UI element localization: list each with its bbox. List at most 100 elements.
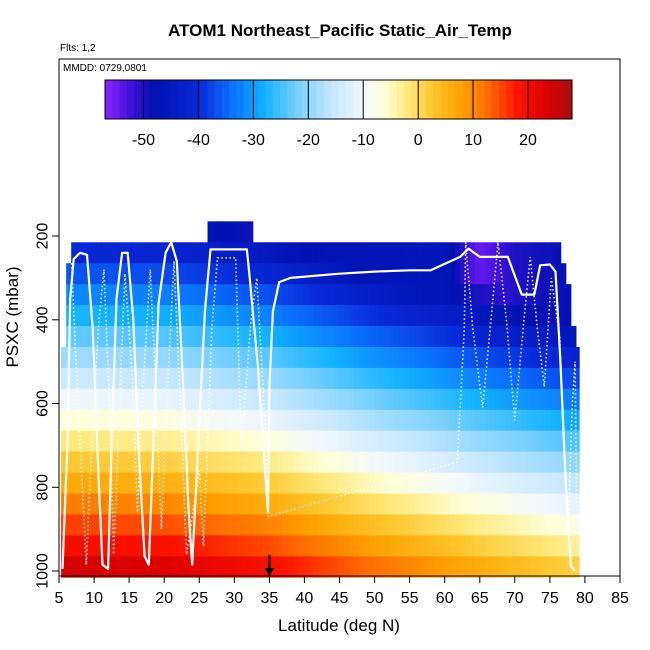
heatmap-cell: [338, 242, 345, 264]
heatmap-cell: [283, 367, 289, 390]
x-tick-label: 5: [55, 590, 64, 607]
heatmap-cell: [485, 263, 491, 285]
heatmap-cell: [338, 556, 345, 578]
heatmap-cell: [177, 493, 183, 515]
heatmap-cell: [308, 367, 314, 390]
heatmap-cell: [126, 556, 133, 578]
heatmap-cell: [247, 493, 254, 515]
heatmap-cell: [232, 556, 239, 578]
heatmap-cell: [434, 305, 441, 327]
heatmap-cell: [480, 451, 486, 473]
heatmap-cell: [263, 284, 269, 306]
heatmap-cell: [409, 388, 415, 411]
heatmap-cell: [313, 242, 319, 264]
heatmap-cell: [167, 388, 173, 411]
heatmap-cell: [404, 451, 410, 473]
heatmap-cell: [424, 263, 431, 285]
heatmap-cell: [162, 514, 168, 536]
heatmap-cell: [343, 367, 350, 390]
heatmap-cell: [475, 493, 481, 515]
heatmap-cell: [358, 367, 365, 390]
heatmap-cell: [459, 430, 466, 453]
heatmap-cell: [449, 367, 456, 390]
heatmap-cell: [374, 430, 380, 453]
heatmap-cell: [353, 305, 360, 327]
heatmap-cell: [333, 388, 340, 411]
heatmap-cell: [293, 472, 299, 494]
heatmap-cell: [515, 493, 521, 515]
colorbar-segment: [199, 80, 208, 119]
heatmap-cell: [555, 409, 562, 432]
heatmap-cell: [439, 263, 446, 285]
heatmap-cell: [247, 263, 254, 285]
heatmap-cell: [540, 430, 547, 453]
heatmap-cell: [126, 409, 133, 432]
heatmap-cell: [353, 535, 360, 557]
colorbar-segment: [105, 80, 113, 119]
heatmap-cell: [96, 242, 102, 264]
heatmap-cell: [151, 263, 158, 285]
heatmap-cell: [242, 263, 249, 285]
heatmap-cell: [394, 388, 400, 411]
heatmap-cell: [308, 242, 314, 264]
heatmap-cell: [298, 535, 304, 557]
heatmap-cell: [444, 388, 451, 411]
heatmap-cell: [510, 472, 516, 494]
heatmap-cell: [429, 284, 436, 306]
heatmap-cell: [343, 472, 350, 494]
heatmap-cell: [308, 388, 314, 411]
heatmap-cell: [535, 535, 542, 557]
heatmap-cell: [167, 493, 173, 515]
x-tick-label: 55: [401, 590, 419, 607]
heatmap-cell: [86, 367, 92, 390]
heatmap-cell: [217, 388, 224, 411]
heatmap-cell: [197, 305, 203, 327]
heatmap-cell: [419, 535, 425, 557]
heatmap-cell: [242, 409, 249, 432]
heatmap-cell: [419, 263, 425, 285]
heatmap-cell: [490, 514, 496, 536]
heatmap-cell: [237, 367, 244, 390]
heatmap-cell: [555, 242, 562, 264]
heatmap-cell: [571, 535, 577, 557]
heatmap-cell: [505, 409, 511, 432]
heatmap-cell: [444, 472, 451, 494]
heatmap-cell: [505, 514, 511, 536]
heatmap-cell: [101, 242, 107, 264]
heatmap-cell: [510, 451, 516, 473]
heatmap-cell: [172, 388, 178, 411]
heatmap-cell: [338, 388, 345, 411]
heatmap-cell: [273, 556, 279, 578]
heatmap-cell: [162, 346, 168, 369]
heatmap-cell: [101, 451, 107, 473]
heatmap-cell: [369, 472, 375, 494]
heatmap-cell: [298, 367, 304, 390]
heatmap-cell: [475, 305, 481, 327]
heatmap-cell: [323, 514, 330, 536]
heatmap-cell: [353, 514, 360, 536]
heatmap-cell: [273, 326, 279, 348]
heatmap-cell: [434, 263, 441, 285]
heatmap-cell: [510, 242, 516, 264]
heatmap-cell: [409, 326, 415, 348]
heatmap-cell: [227, 472, 234, 494]
heatmap-cell: [465, 514, 471, 536]
heatmap-cell: [394, 367, 400, 390]
heatmap-cell: [293, 305, 299, 327]
heatmap-cell: [510, 430, 516, 453]
heatmap-cell: [323, 284, 330, 306]
heatmap-cell: [379, 326, 385, 348]
heatmap-cell: [106, 305, 112, 327]
heatmap-cell: [444, 409, 451, 432]
heatmap-cell: [465, 346, 471, 369]
heatmap-cell: [399, 388, 405, 411]
heatmap-cell: [106, 242, 112, 264]
colorbar-segment: [316, 80, 325, 119]
heatmap-cell: [177, 242, 183, 264]
heatmap-cell: [192, 388, 198, 411]
heatmap-cell: [151, 514, 158, 536]
heatmap-cell: [495, 430, 501, 453]
heatmap-cell: [576, 493, 580, 515]
heatmap-cell: [369, 367, 375, 390]
heatmap-cell: [459, 388, 466, 411]
